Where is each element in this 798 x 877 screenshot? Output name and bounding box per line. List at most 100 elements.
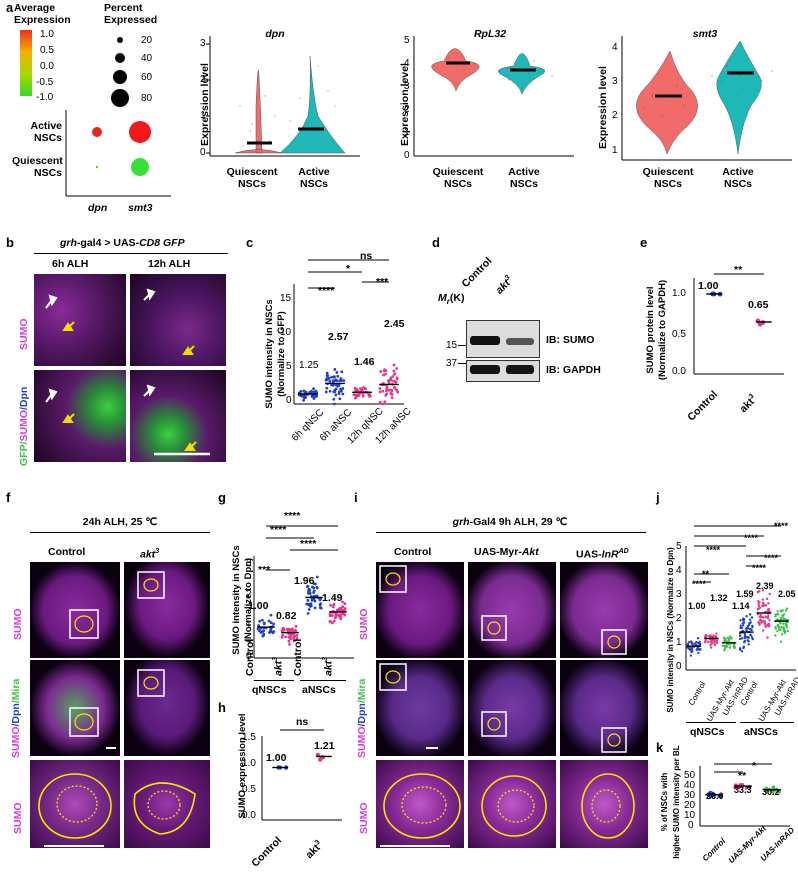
data-point <box>312 597 316 601</box>
data-point <box>325 386 329 390</box>
panel-letter-f: f <box>6 490 11 505</box>
blot-marker: 15 <box>446 340 458 351</box>
data-point <box>713 643 717 647</box>
data-point <box>767 614 770 618</box>
micrograph-12h-sumo <box>130 274 226 366</box>
chart-j-mean: 2.05 <box>778 589 796 599</box>
data-point <box>384 369 388 373</box>
data-point <box>750 628 753 632</box>
data-point <box>696 637 700 640</box>
data-point <box>354 396 357 400</box>
chart-j-group: qNSCs <box>690 726 725 738</box>
data-point <box>392 379 396 383</box>
panel-letter-d: d <box>432 235 440 250</box>
data-point <box>333 375 336 379</box>
micrograph-i-inr-sumo <box>560 562 648 658</box>
violin-ytick: 1 <box>200 110 206 121</box>
blot-lane-akt: akt3 <box>493 274 513 297</box>
data-point <box>744 786 749 790</box>
chart-c <box>293 259 404 406</box>
data-point <box>334 393 338 397</box>
data-point <box>767 602 770 605</box>
data-point <box>333 368 337 371</box>
pct-tick: 80 <box>141 93 153 104</box>
data-point <box>325 371 329 375</box>
data-point <box>341 387 345 390</box>
data-point <box>326 374 330 378</box>
micrograph-12h-merge <box>130 370 226 462</box>
data-point <box>768 592 771 596</box>
data-point <box>341 605 345 609</box>
row-label-merge: SUMO/Dpn/Mira <box>356 678 368 758</box>
data-point <box>361 394 365 398</box>
dot-active-smt3 <box>129 121 151 143</box>
blot-marker: 37 <box>446 358 458 369</box>
data-point <box>272 622 275 626</box>
data-point <box>312 582 316 586</box>
data-point <box>392 369 396 373</box>
chart-e <box>693 273 784 375</box>
data-point <box>760 621 763 624</box>
data-point <box>381 402 385 406</box>
data-point <box>774 613 777 616</box>
data-point <box>299 394 302 397</box>
violin-ytick: 5 <box>404 35 410 46</box>
data-point <box>307 608 311 611</box>
dot-plot <box>65 110 171 197</box>
panel-letter-h: h <box>218 700 226 715</box>
data-point <box>318 603 322 607</box>
chart-g-xtick: akt3 <box>322 656 335 676</box>
data-point <box>292 639 296 643</box>
blot-band-sumo-control <box>470 336 500 345</box>
data-point <box>713 640 716 644</box>
violin-group-label: Active NSCs <box>298 166 330 190</box>
chart-c-ytick: 5 <box>286 361 292 372</box>
data-point <box>384 393 388 397</box>
data-point <box>262 632 266 636</box>
col-label-6h: 6h ALH <box>52 258 89 270</box>
blot-band-gapdh-akt <box>506 365 534 374</box>
data-point <box>324 390 328 394</box>
data-point <box>328 620 332 624</box>
data-point <box>709 646 713 649</box>
data-point <box>391 375 395 378</box>
data-point <box>312 397 316 400</box>
violin-ytick: 0 <box>200 147 206 158</box>
chart-j-mean: 2.39 <box>756 581 774 591</box>
data-point <box>341 600 344 604</box>
data-point <box>747 643 750 646</box>
data-point <box>312 591 316 594</box>
data-point <box>354 393 358 397</box>
chart-g-sig: **** <box>284 510 301 522</box>
chart-j <box>685 525 796 671</box>
violin-group-label: Active NSCs <box>722 166 754 190</box>
data-point <box>742 619 745 622</box>
micrograph-i-control-merge <box>376 660 464 756</box>
data-point <box>715 641 719 645</box>
chart-g-mean: 1.96 <box>294 575 315 587</box>
data-point <box>315 575 319 579</box>
data-point <box>257 629 261 633</box>
chart-c-sig: **** <box>318 285 335 297</box>
chart-g-xtick: Control <box>292 638 304 676</box>
chart-g-sig: *** <box>258 564 271 576</box>
annotations-f <box>38 571 196 847</box>
data-point <box>396 390 400 394</box>
chart-c-ytick: 15 <box>280 293 292 304</box>
avg-tick: 1.0 <box>40 29 54 40</box>
chart-j-xtick: Control <box>686 680 708 707</box>
chart-c-sig: *** <box>376 276 389 288</box>
data-point <box>284 635 288 639</box>
data-point <box>708 790 713 795</box>
data-point <box>723 645 726 648</box>
violin-title: RpL32 <box>473 28 507 40</box>
data-point <box>354 388 358 392</box>
violin-ytick: 3 <box>404 81 410 92</box>
annotations-i <box>379 565 635 847</box>
data-point <box>394 380 398 384</box>
chart-j-sig: **** <box>774 521 789 531</box>
data-point <box>732 645 736 648</box>
data-point <box>333 402 336 406</box>
avg-expression-colorbar <box>20 30 32 96</box>
data-point <box>307 603 311 607</box>
